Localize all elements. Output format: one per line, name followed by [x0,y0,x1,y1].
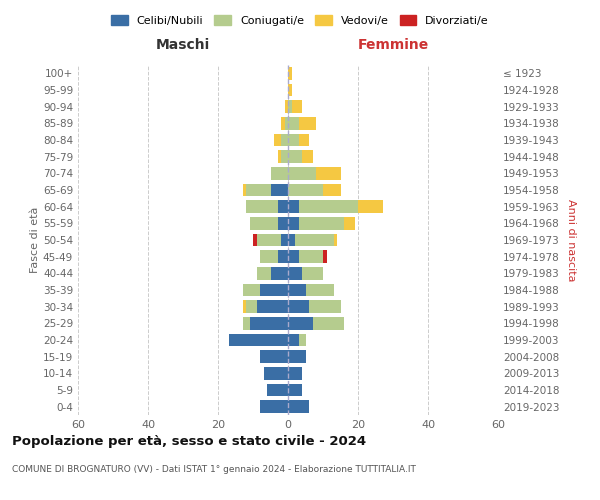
Bar [288,200,299,213]
Bar [299,200,358,213]
Bar [288,184,323,196]
Bar [288,134,299,146]
Bar [242,284,260,296]
Text: COMUNE DI BROGNATURO (VV) - Dati ISTAT 1° gennaio 2024 - Elaborazione TUTTITALIA: COMUNE DI BROGNATURO (VV) - Dati ISTAT 1… [12,465,416,474]
Bar [288,234,295,246]
Bar [323,184,341,196]
Bar [288,317,313,330]
Bar [250,317,288,330]
Bar [288,350,305,363]
Bar [281,117,284,130]
Bar [260,400,288,413]
Y-axis label: Anni di nascita: Anni di nascita [566,198,576,281]
Bar [242,317,250,330]
Bar [229,334,288,346]
Bar [281,234,288,246]
Bar [299,217,344,230]
Bar [299,334,305,346]
Bar [288,250,299,263]
Bar [292,100,302,113]
Bar [288,300,309,313]
Bar [281,134,288,146]
Bar [302,150,313,163]
Bar [242,300,246,313]
Bar [284,100,288,113]
Bar [284,117,288,130]
Bar [257,300,288,313]
Bar [246,200,277,213]
Bar [295,234,334,246]
Bar [288,167,316,179]
Bar [288,67,292,80]
Bar [242,184,246,196]
Bar [313,317,344,330]
Bar [260,350,288,363]
Bar [250,217,277,230]
Bar [288,334,299,346]
Bar [281,150,288,163]
Bar [257,267,271,280]
Bar [299,117,316,130]
Bar [288,150,302,163]
Bar [288,217,299,230]
Bar [263,367,288,380]
Bar [267,384,288,396]
Legend: Celibi/Nubili, Coniugati/e, Vedovi/e, Divorziati/e: Celibi/Nubili, Coniugati/e, Vedovi/e, Di… [107,10,493,30]
Y-axis label: Fasce di età: Fasce di età [30,207,40,273]
Bar [323,250,326,263]
Bar [299,250,323,263]
Bar [288,400,309,413]
Bar [288,100,292,113]
Bar [260,250,277,263]
Bar [257,234,281,246]
Bar [288,267,302,280]
Bar [277,200,288,213]
Bar [305,284,334,296]
Bar [246,184,271,196]
Bar [288,284,305,296]
Bar [253,234,257,246]
Bar [334,234,337,246]
Bar [288,384,302,396]
Bar [271,184,288,196]
Bar [246,300,257,313]
Bar [316,167,341,179]
Bar [260,284,288,296]
Bar [274,134,281,146]
Bar [277,150,281,163]
Text: Maschi: Maschi [156,38,210,52]
Bar [299,134,309,146]
Bar [302,267,323,280]
Bar [288,367,302,380]
Bar [271,267,288,280]
Text: Femmine: Femmine [358,38,428,52]
Bar [288,84,292,96]
Bar [277,217,288,230]
Bar [288,117,299,130]
Bar [358,200,383,213]
Bar [344,217,355,230]
Text: Popolazione per età, sesso e stato civile - 2024: Popolazione per età, sesso e stato civil… [12,435,366,448]
Bar [277,250,288,263]
Bar [271,167,288,179]
Bar [309,300,341,313]
